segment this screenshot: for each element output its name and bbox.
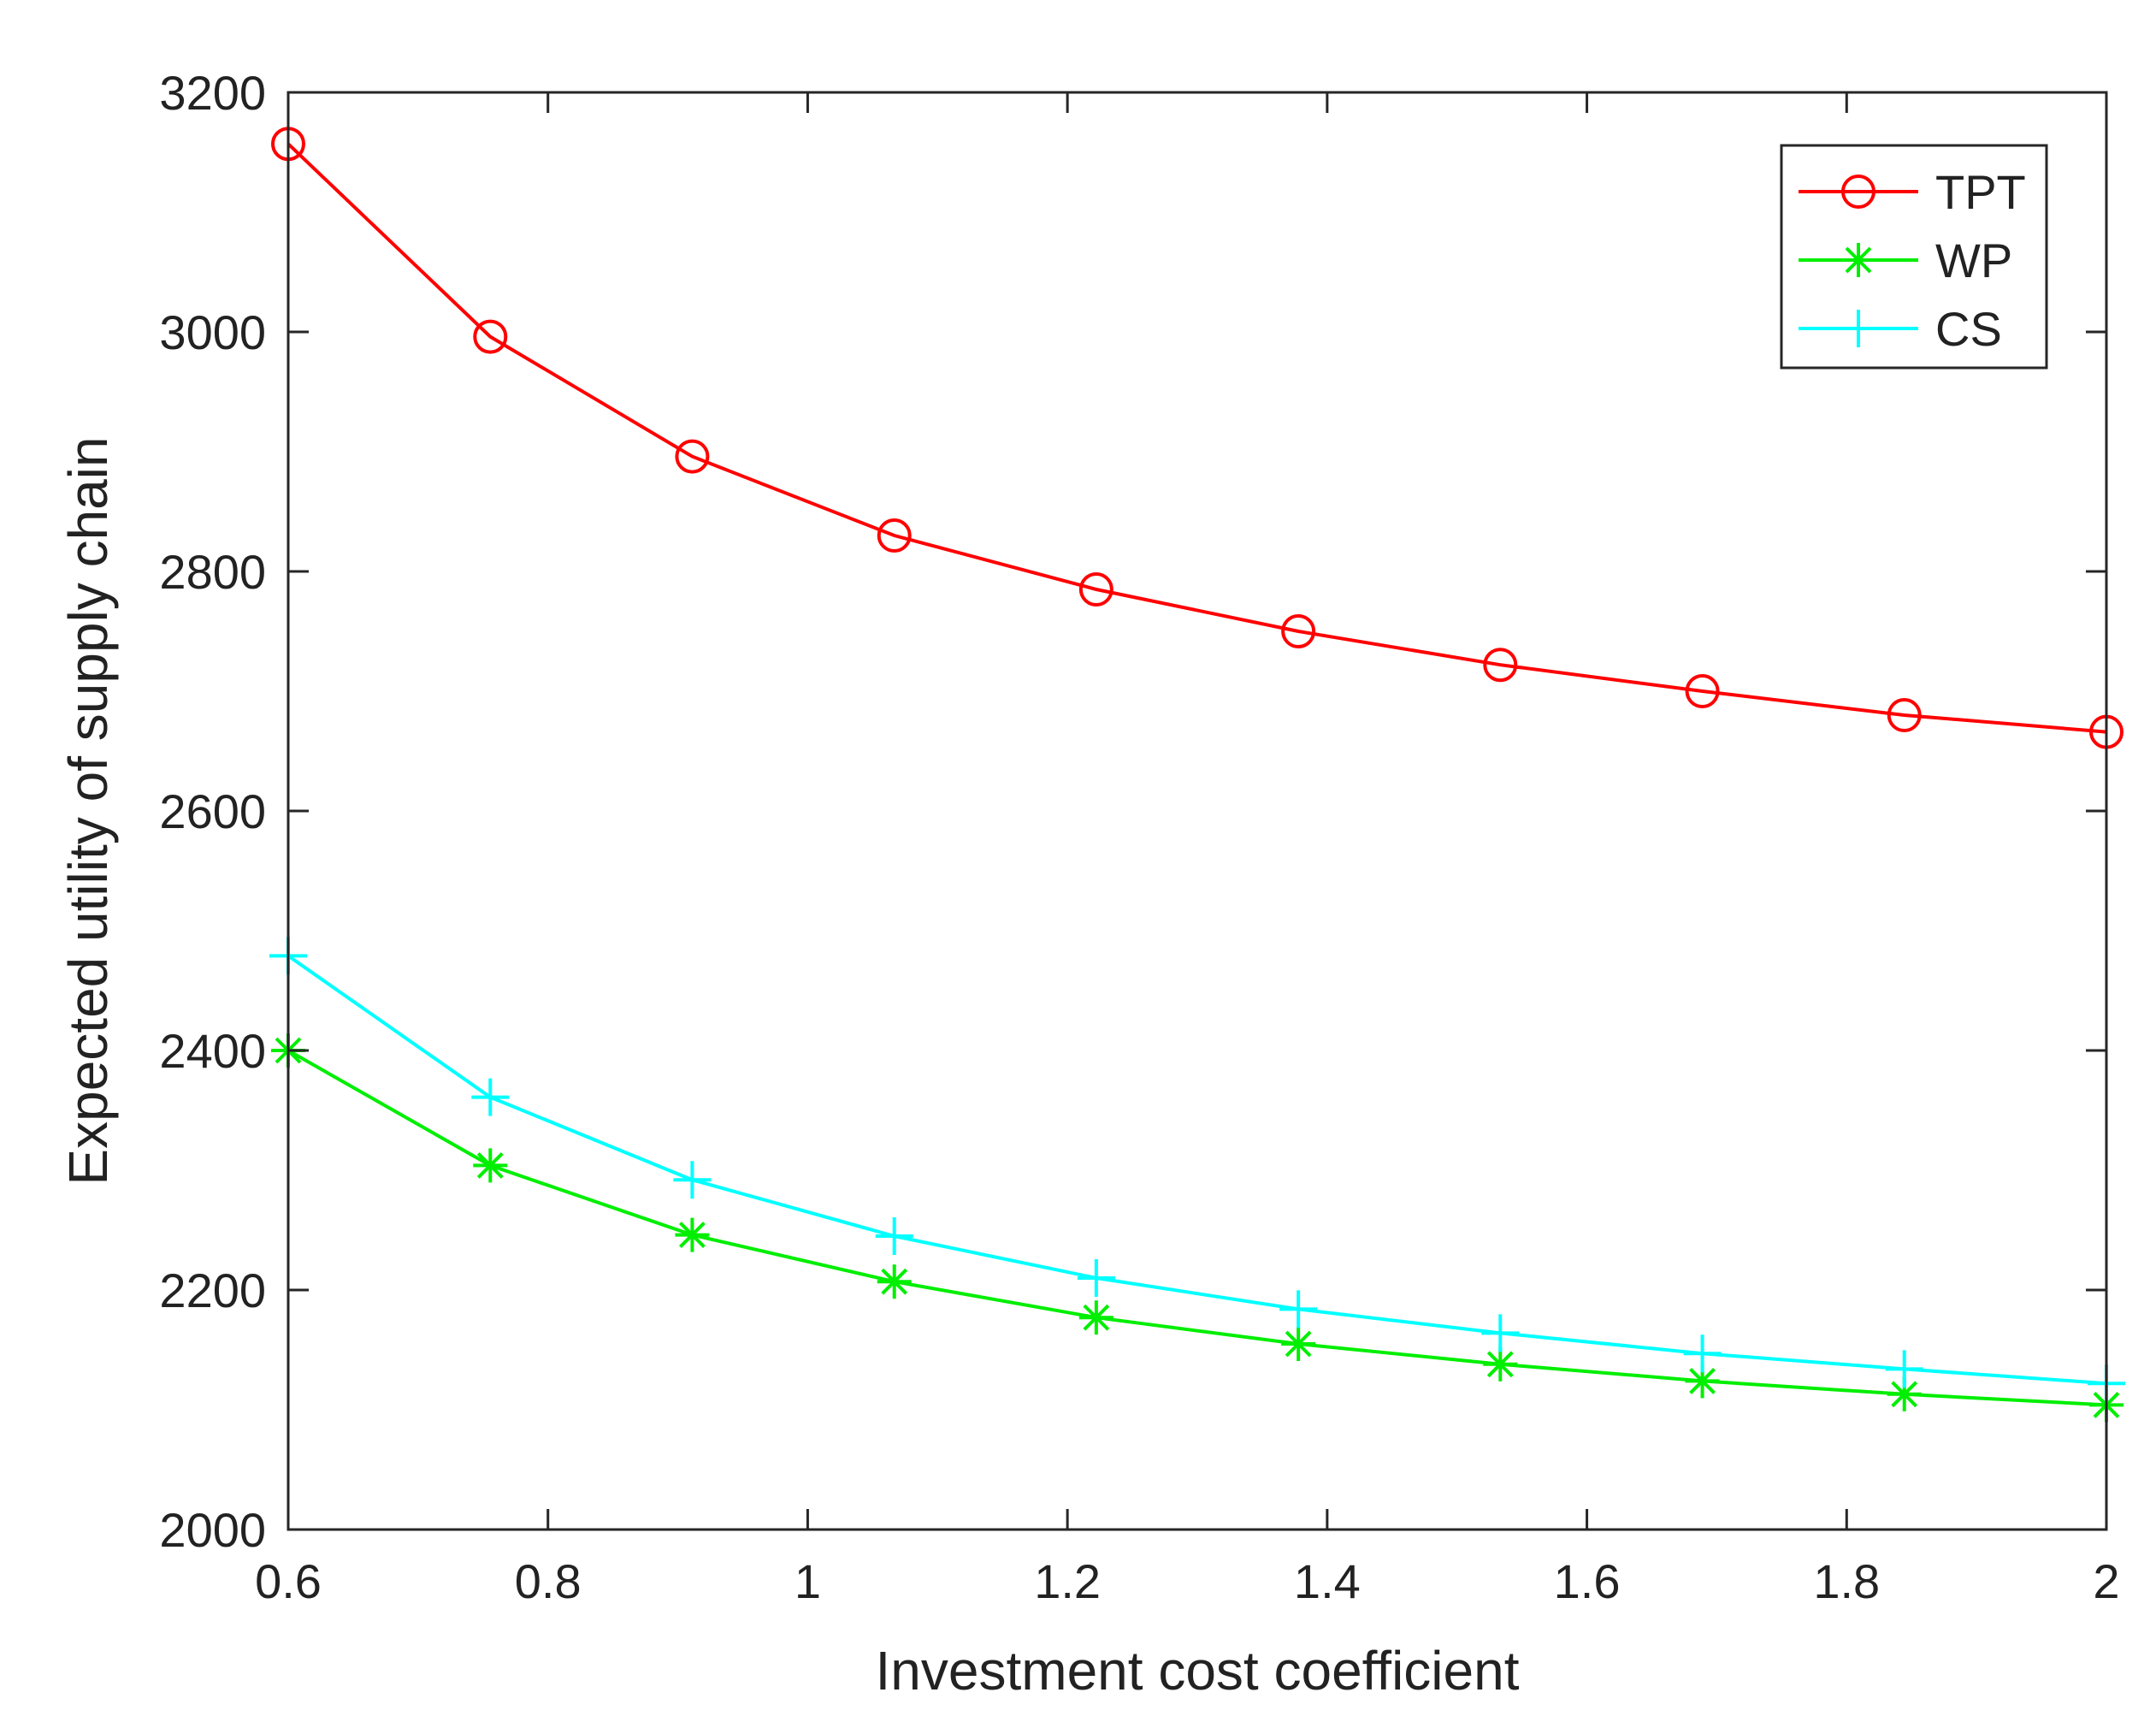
x-tick-label: 1.6 [1554, 1554, 1621, 1608]
point-tpt-4-circle [1078, 572, 1113, 607]
point-wp-6-d2 [1486, 1351, 1514, 1378]
point-tpt-4 [1078, 572, 1113, 607]
point-wp-7-d2 [1689, 1367, 1716, 1394]
y-tick-label: 3200 [159, 66, 266, 120]
point-tpt-7-circle [1685, 674, 1720, 708]
legend-marker-tpt [1841, 175, 1875, 209]
legend-label: TPT [1935, 165, 2026, 219]
plot-area [269, 127, 2125, 1423]
point-wp-8 [1887, 1376, 1922, 1411]
y-tick-label: 2200 [159, 1263, 266, 1317]
point-wp-2 [675, 1217, 710, 1252]
y-tick-label: 2800 [159, 545, 266, 599]
point-tpt-1-circle [473, 319, 508, 354]
legend: TPT WP CS [1780, 144, 2048, 370]
series-line-tpt [286, 142, 2107, 734]
point-tpt-6-circle [1483, 648, 1518, 683]
legend-label: WP [1935, 234, 2012, 287]
point-wp-3-d2 [881, 1268, 908, 1295]
point-tpt-1 [473, 319, 508, 354]
point-wp-4 [1078, 1300, 1113, 1335]
x-tick-label: 1 [794, 1554, 821, 1608]
legend-item-tpt: TPT [1799, 165, 2026, 219]
point-cs-8 [1885, 1350, 1923, 1388]
legend-item-cs: CS [1799, 302, 2002, 356]
y-tick-label: 2600 [159, 784, 266, 838]
y-axis-label: Expected utility of supply chain [57, 436, 119, 1185]
legend-box [1780, 144, 2048, 370]
point-tpt-7 [1685, 674, 1720, 708]
legend-marker-cs [1840, 310, 1877, 347]
point-tpt-2-circle [675, 439, 710, 474]
x-axis-label: Investment cost coefficient [876, 1640, 1520, 1701]
point-tpt-3-circle [877, 518, 912, 553]
point-cs-2 [673, 1161, 712, 1199]
series-line-wp [287, 1049, 2107, 1407]
point-wp-5 [1281, 1327, 1316, 1361]
point-wp-4-d2 [1083, 1304, 1110, 1331]
point-wp-6 [1483, 1346, 1518, 1382]
point-cs-6 [1481, 1314, 1520, 1352]
x-tick-label: 0.6 [255, 1554, 322, 1608]
point-wp-1 [473, 1148, 508, 1183]
x-tick-label: 2 [2093, 1554, 2119, 1608]
point-tpt-8-circle [1887, 698, 1922, 732]
point-tpt-2 [675, 439, 710, 474]
x-tick-label: 1.4 [1294, 1554, 1361, 1608]
point-tpt-8 [1887, 698, 1922, 732]
x-tick-label: 1.8 [1813, 1554, 1880, 1608]
point-tpt-3 [877, 518, 912, 553]
y-tick-label: 2400 [159, 1024, 266, 1078]
point-cs-1 [471, 1078, 510, 1116]
legend-marker-tpt-circle [1841, 175, 1875, 209]
y-tick-label: 3000 [159, 305, 266, 359]
point-cs-4 [1077, 1259, 1115, 1297]
point-wp-2-d2 [679, 1222, 706, 1249]
x-tick-label: 1.2 [1034, 1554, 1101, 1608]
point-tpt-5 [1281, 614, 1316, 648]
point-tpt-5-circle [1281, 614, 1316, 648]
point-cs-3 [875, 1217, 913, 1255]
y-tick-label: 2000 [159, 1503, 266, 1557]
legend-label: CS [1935, 302, 2002, 356]
legend-marker-wp [1841, 243, 1875, 277]
legend-marker-wp-d2 [1845, 246, 1872, 274]
point-cs-5 [1279, 1290, 1318, 1328]
point-wp-3 [877, 1264, 912, 1299]
x-tick-label: 0.8 [515, 1554, 582, 1608]
point-wp-1-d2 [476, 1151, 504, 1179]
point-tpt-6 [1483, 648, 1518, 683]
point-cs-7 [1683, 1334, 1722, 1373]
axes: 0.6 0.8 1 1.2 1.4 1.6 1.8 2 2000 2200 2400 2600 2800… [57, 66, 2120, 1701]
point-wp-8-d2 [1891, 1381, 1918, 1408]
point-wp-5-d2 [1285, 1330, 1312, 1358]
series-line-cs [286, 954, 2107, 1386]
legend-item-wp: WP [1799, 234, 2012, 287]
